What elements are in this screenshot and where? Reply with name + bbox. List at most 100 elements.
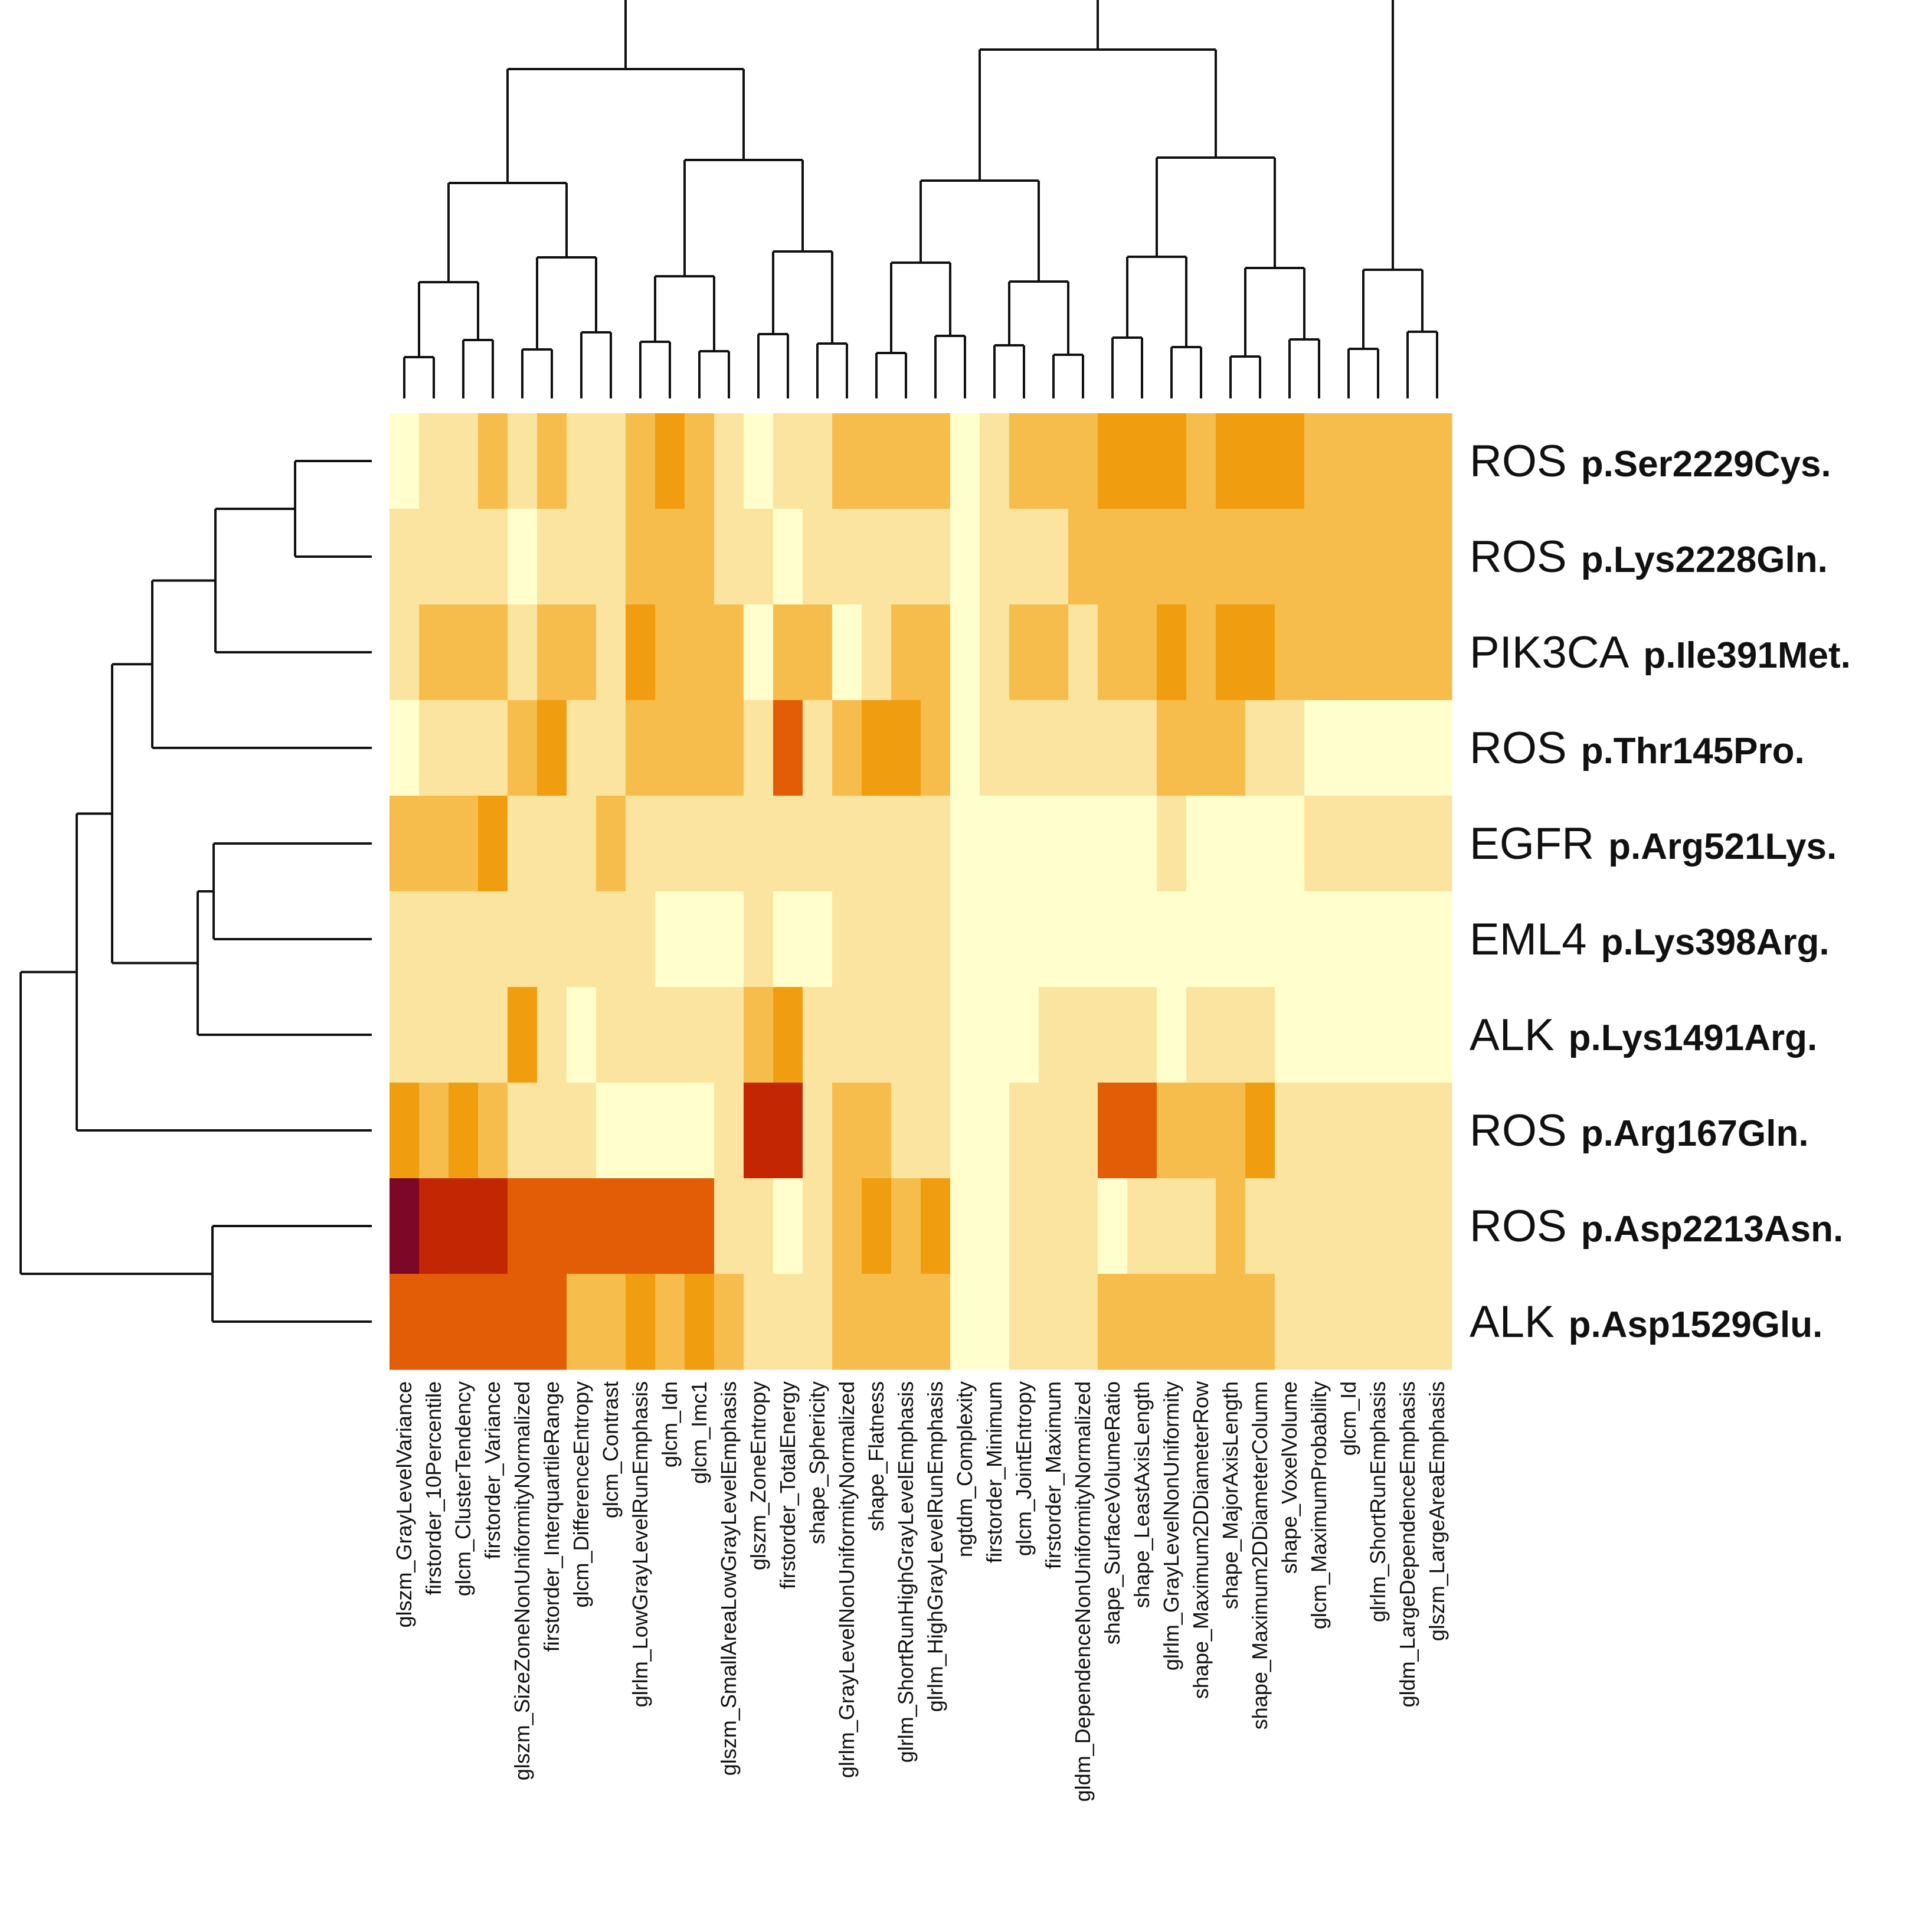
heatmap-cell (449, 987, 479, 1083)
heatmap-cell (862, 1274, 892, 1370)
heatmap-cell (1098, 1274, 1128, 1370)
row-label: PIK3CA p.Ile391Met. (1470, 627, 1851, 678)
heatmap-cell (1422, 891, 1452, 988)
row-label-gene: EML4 (1470, 914, 1587, 965)
row-label: ROS p.Asp2213Asn. (1470, 1201, 1843, 1251)
heatmap-cell (891, 413, 921, 509)
heatmap-cell (1393, 700, 1423, 796)
heatmap-cell (1393, 987, 1423, 1083)
heatmap-cell (803, 1178, 833, 1274)
heatmap-cell (478, 987, 508, 1083)
heatmap-cell (921, 796, 951, 892)
heatmap-cell (1009, 509, 1039, 605)
heatmap-cell (567, 700, 597, 796)
heatmap-cell (449, 509, 479, 605)
column-label: shape_Maximum2DDiameterRow (1189, 1381, 1213, 1699)
heatmap-cell (1098, 604, 1128, 701)
heatmap-cell (714, 987, 744, 1083)
heatmap-cell (567, 987, 597, 1083)
heatmap-cell (891, 891, 921, 988)
heatmap-cell (478, 891, 508, 988)
heatmap-cell (1245, 509, 1275, 605)
row-label-gene: ROS (1470, 532, 1567, 582)
heatmap-cell (744, 1274, 774, 1370)
heatmap-cell (744, 987, 774, 1083)
heatmap-cell (1186, 413, 1216, 509)
heatmap-cell (685, 413, 715, 509)
heatmap-cell (390, 1083, 420, 1179)
heatmap-cell (891, 796, 921, 892)
heatmap-cell (1127, 1274, 1157, 1370)
heatmap-cell (626, 1083, 656, 1179)
heatmap-cell (1186, 796, 1216, 892)
heatmap-cell (1304, 891, 1334, 988)
heatmap-cell (950, 1274, 980, 1370)
heatmap-cell (1157, 891, 1187, 988)
heatmap-cell (1422, 1178, 1452, 1274)
heatmap-cell (1275, 509, 1305, 605)
heatmap-cell (1039, 1178, 1069, 1274)
heatmap-cell (1039, 604, 1069, 701)
heatmap-cell (1304, 796, 1334, 892)
heatmap-cell (508, 987, 538, 1083)
heatmap-cell (1216, 1178, 1246, 1274)
heatmap-cell (773, 891, 803, 988)
heatmap-cell (1039, 1274, 1069, 1370)
heatmap-cell (1127, 987, 1157, 1083)
heatmap-cell (508, 796, 538, 892)
heatmap-cell (1068, 1178, 1098, 1274)
heatmap-cell (1393, 604, 1423, 701)
heatmap-cell (803, 509, 833, 605)
heatmap-cell (1157, 1083, 1187, 1179)
heatmap-cell (1245, 987, 1275, 1083)
heatmap-cell (1393, 1083, 1423, 1179)
column-dendrogram (403, 0, 1438, 398)
column-label: shape_MajorAxisLength (1218, 1381, 1242, 1609)
column-label: glcm_ClusterTendency (451, 1381, 475, 1596)
heatmap-cell (714, 413, 744, 509)
heatmap-cell (567, 604, 597, 701)
heatmap-cell (449, 1178, 479, 1274)
heatmap-cell (567, 1178, 597, 1274)
heatmap-cell (626, 700, 656, 796)
column-labels: glszm_GrayLevelVariance firstorder_10Perc… (392, 1381, 1449, 1802)
heatmap-cell (1009, 796, 1039, 892)
heatmap-cell (685, 604, 715, 701)
heatmap-cell (537, 509, 567, 605)
heatmap-cell (567, 891, 597, 988)
heatmap-cell (832, 796, 862, 892)
heatmap-cell (1422, 796, 1452, 892)
heatmap-cell (803, 700, 833, 796)
heatmap-cell (1422, 700, 1452, 796)
heatmap-cell (478, 700, 508, 796)
column-label: glcm_Idn (657, 1381, 682, 1467)
heatmap-cell (773, 604, 803, 701)
heatmap-cell (773, 413, 803, 509)
heatmap-cell (832, 509, 862, 605)
column-label: firstorder_TotalEnergy (775, 1381, 800, 1589)
heatmap-cell (626, 509, 656, 605)
heatmap-cell (891, 1083, 921, 1179)
heatmap-cell (419, 1274, 449, 1370)
column-label: ngtdm_Complexity (953, 1381, 977, 1557)
row-labels: ROS p.Ser2229Cys. ROS p.Lys2228Gln. PIK3CA p.… (1470, 436, 1851, 1347)
heatmap-cell (1245, 700, 1275, 796)
heatmap-cell (419, 1178, 449, 1274)
heatmap-cell (950, 1178, 980, 1274)
column-label: shape_Flatness (864, 1381, 888, 1531)
heatmap-cell (1098, 700, 1128, 796)
heatmap-cell (1363, 796, 1393, 892)
heatmap-cell (832, 700, 862, 796)
row-label-mutation: p.Ile391Met. (1643, 635, 1850, 676)
heatmap-cell (1363, 1274, 1393, 1370)
heatmap-cell (1009, 413, 1039, 509)
heatmap-cell (1127, 796, 1157, 892)
heatmap-cell (449, 891, 479, 988)
heatmap-cell (655, 1083, 685, 1179)
row-label: ROS p.Lys2228Gln. (1470, 532, 1828, 582)
column-label: glrlm_GrayLevelNonUniformityNormalized (835, 1381, 859, 1778)
heatmap-cell (862, 891, 892, 988)
row-label: ALK p.Asp1529Glu. (1470, 1297, 1822, 1347)
heatmap-cell (478, 1083, 508, 1179)
